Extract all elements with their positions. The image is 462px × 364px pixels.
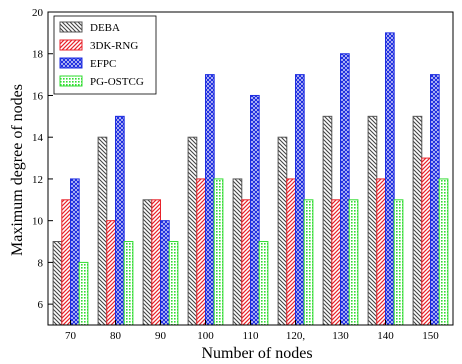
bar-3dk-rng <box>376 178 386 326</box>
x-tick-label: 120, <box>286 330 306 342</box>
legend-label: DEBA <box>90 22 120 34</box>
legend: DEBA 3DK-RNG EFPC PG-OSTCG <box>53 15 157 95</box>
y-tick-label: 20 <box>32 7 44 19</box>
x-tick-label: 70 <box>65 330 77 342</box>
y-tick-label: 14 <box>32 132 44 144</box>
legend-swatch <box>59 57 83 69</box>
y-tick-label: 18 <box>32 49 44 61</box>
bar-pg-ostcg <box>258 241 269 326</box>
bar-pg-ostcg <box>348 199 359 326</box>
bar-deba <box>232 178 243 326</box>
bar-deba <box>322 115 333 326</box>
bars-group <box>52 32 449 326</box>
bar-pg-ostcg <box>438 178 449 326</box>
bar-pg-ostcg <box>303 199 314 326</box>
bar-efpc <box>205 74 215 326</box>
bar-deba <box>97 136 108 326</box>
bar-3dk-rng <box>106 220 117 326</box>
bar-3dk-rng <box>61 199 71 326</box>
y-tick-label: 12 <box>32 174 43 186</box>
x-tick-label: 90 <box>155 330 167 342</box>
y-axis-ticks: 6 8 10 12 14 16 18 20 <box>32 7 53 311</box>
bar-pg-ostcg <box>393 199 404 326</box>
x-tick-label: 150 <box>422 330 439 342</box>
bar-deba <box>277 136 288 326</box>
bar-efpc <box>295 74 305 326</box>
x-tick-label: 100 <box>197 330 214 342</box>
bar-deba <box>412 115 423 326</box>
bar-3dk-rng <box>151 199 162 326</box>
y-axis-title: Maximum degree of nodes <box>9 84 26 256</box>
legend-label: PG-OSTCG <box>90 76 144 88</box>
x-tick-label: 80 <box>110 330 122 342</box>
bar-pg-ostcg <box>168 241 179 326</box>
bar-efpc <box>430 74 440 326</box>
bar-efpc <box>70 178 80 326</box>
bar-3dk-rng <box>421 157 431 326</box>
bar-pg-ostcg <box>123 241 134 326</box>
bar-deba <box>52 241 63 326</box>
bar-3dk-rng <box>241 199 252 326</box>
x-tick-label: 110 <box>242 330 259 342</box>
bar-pg-ostcg <box>78 261 89 326</box>
bar-efpc <box>385 32 395 326</box>
x-axis-ticks: 70 80 90 100 110 120, 130 140 150 <box>65 320 439 342</box>
x-tick-label: 130 <box>332 330 349 342</box>
x-tick-label: 140 <box>377 330 394 342</box>
bar-3dk-rng <box>196 178 207 326</box>
legend-swatch <box>59 39 83 51</box>
bar-efpc <box>160 220 170 326</box>
bar-3dk-rng <box>286 178 296 326</box>
x-axis-title: Number of nodes <box>201 345 312 362</box>
legend-label: EFPC <box>90 58 116 70</box>
y-tick-label: 6 <box>38 299 44 311</box>
bar-pg-ostcg <box>213 178 224 326</box>
bar-deba <box>142 199 153 326</box>
bar-efpc <box>340 53 350 326</box>
legend-label: 3DK-RNG <box>90 40 138 52</box>
bar-deba <box>187 136 198 326</box>
bar-deba <box>367 115 378 326</box>
legend-swatch <box>59 75 83 87</box>
y-tick-label: 16 <box>32 90 44 102</box>
y-tick-label: 10 <box>32 216 44 228</box>
legend-swatch <box>59 21 83 33</box>
bar-3dk-rng <box>331 199 341 326</box>
bar-efpc <box>115 115 125 326</box>
plot-frame <box>47 11 454 326</box>
y-tick-label: 8 <box>38 257 44 269</box>
bar-efpc <box>250 94 260 326</box>
